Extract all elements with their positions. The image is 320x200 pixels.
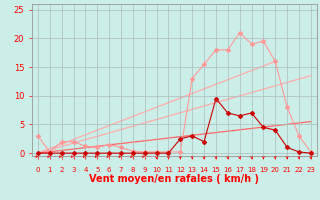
X-axis label: Vent moyen/en rafales ( km/h ): Vent moyen/en rafales ( km/h ): [89, 174, 260, 184]
